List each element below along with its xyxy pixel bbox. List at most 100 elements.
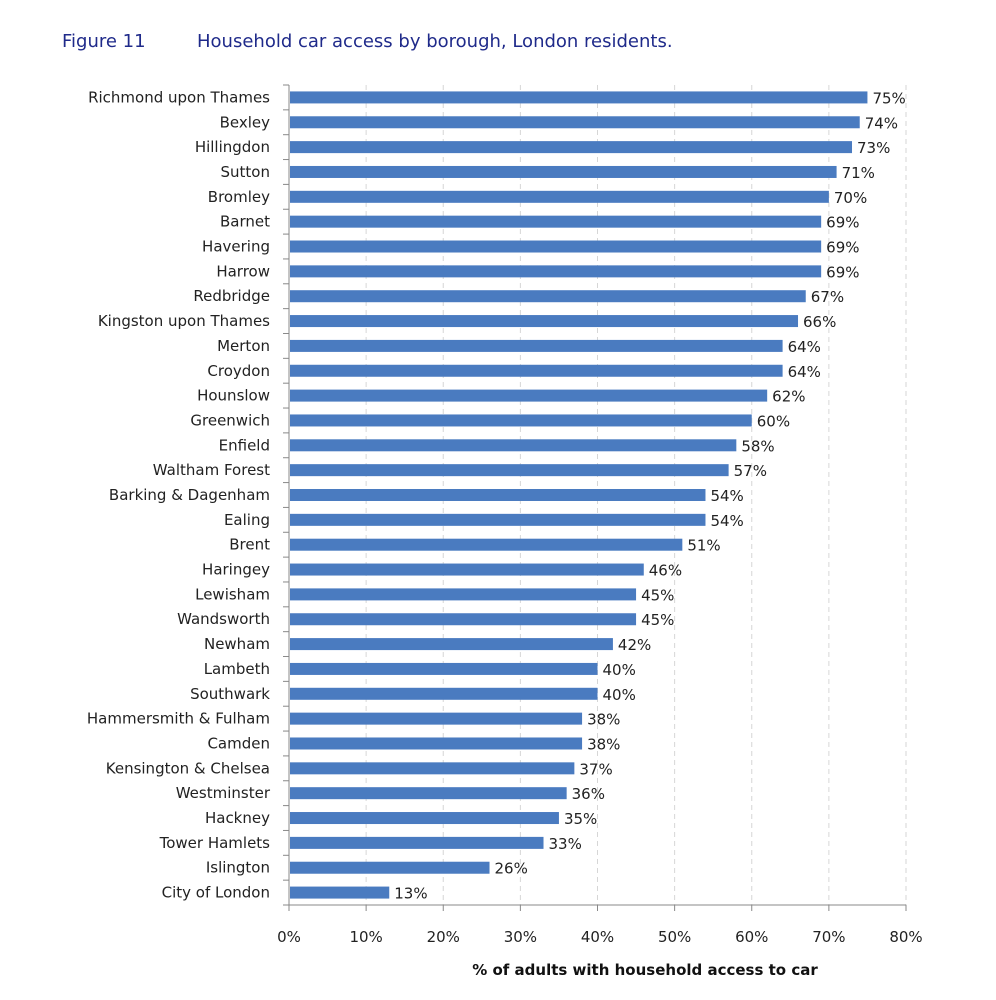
data-label: 33%	[549, 835, 582, 853]
category-label: Hounslow	[197, 387, 270, 405]
category-label: Richmond upon Thames	[88, 88, 270, 106]
x-axis-label: % of adults with household access to car	[472, 961, 818, 979]
data-label: 67%	[811, 288, 844, 306]
category-label: Havering	[202, 238, 270, 256]
category-label: Lewisham	[195, 585, 270, 603]
bar	[290, 787, 567, 800]
bar	[290, 265, 822, 278]
category-label: Kingston upon Thames	[98, 312, 270, 330]
bar	[290, 861, 490, 874]
x-tick-label: 60%	[735, 928, 768, 946]
data-label: 70%	[834, 189, 867, 207]
category-label: Hammersmith & Fulham	[87, 710, 270, 728]
data-label: 46%	[649, 562, 682, 580]
category-label: City of London	[162, 884, 270, 902]
data-label: 69%	[826, 214, 859, 232]
bar	[290, 588, 637, 601]
data-label: 40%	[603, 661, 636, 679]
data-label: 74%	[865, 114, 898, 132]
category-label: Lambeth	[204, 660, 270, 678]
category-label: Westminster	[176, 784, 271, 802]
data-label: 60%	[757, 412, 790, 430]
category-label: Sutton	[221, 163, 270, 181]
bar	[290, 290, 806, 303]
data-label: 35%	[564, 810, 597, 828]
bar	[290, 613, 637, 626]
bar	[290, 737, 583, 750]
bar	[290, 91, 868, 104]
data-label: 38%	[587, 711, 620, 729]
category-label: Tower Hamlets	[159, 834, 271, 852]
category-label: Bexley	[220, 113, 271, 131]
data-label: 45%	[641, 611, 674, 629]
data-label: 71%	[842, 164, 875, 182]
bar	[290, 339, 783, 352]
x-tick-label: 0%	[277, 928, 301, 946]
bar	[290, 489, 706, 501]
data-label: 45%	[641, 586, 674, 604]
bar	[290, 364, 783, 377]
bar	[290, 464, 729, 477]
data-label: 58%	[741, 437, 774, 455]
bar	[290, 240, 822, 253]
category-label: Brent	[229, 536, 270, 554]
data-label: 54%	[710, 512, 743, 530]
x-tick-label: 50%	[658, 928, 691, 946]
data-label: 75%	[872, 89, 905, 107]
bar	[290, 662, 598, 675]
bar	[290, 215, 822, 228]
x-tick-label: 30%	[504, 928, 537, 946]
bar	[290, 638, 613, 651]
category-label: Enfield	[219, 436, 270, 454]
x-tick-label: 80%	[889, 928, 922, 946]
bar	[290, 762, 575, 775]
data-label: 38%	[587, 735, 620, 753]
bar	[290, 190, 829, 203]
bar	[290, 389, 768, 402]
category-label: Barking & Dagenham	[109, 486, 270, 504]
chart-title: Household car access by borough, London …	[197, 31, 673, 52]
data-label: 40%	[603, 686, 636, 704]
bar	[290, 538, 683, 551]
data-label: 37%	[579, 760, 612, 778]
category-label: Wandsworth	[177, 610, 270, 628]
data-label: 42%	[618, 636, 651, 654]
category-label: Harrow	[216, 262, 270, 280]
bar	[290, 836, 544, 849]
bar	[290, 141, 853, 154]
bar	[290, 513, 706, 526]
data-label: 64%	[788, 338, 821, 356]
data-label: 69%	[826, 263, 859, 281]
data-label: 13%	[394, 885, 427, 903]
category-label: Barnet	[220, 213, 270, 231]
bar	[290, 712, 583, 725]
data-label: 73%	[857, 139, 890, 157]
category-label: Bromley	[208, 188, 270, 206]
bar	[290, 439, 737, 452]
bar	[290, 563, 644, 576]
category-label: Camden	[207, 734, 270, 752]
x-tick-label: 70%	[812, 928, 845, 946]
category-label: Croydon	[207, 362, 270, 380]
data-label: 66%	[803, 313, 836, 331]
x-tick-label: 10%	[349, 928, 382, 946]
bar	[290, 165, 837, 178]
figure-label: Figure 11	[62, 31, 146, 52]
x-tick-label: 20%	[427, 928, 460, 946]
bar	[290, 812, 559, 825]
data-label: 62%	[772, 388, 805, 406]
data-label: 57%	[734, 462, 767, 480]
data-label: 51%	[687, 537, 720, 555]
category-label: Southwark	[190, 685, 270, 703]
category-label: Hillingdon	[195, 138, 270, 156]
data-label: 64%	[788, 363, 821, 381]
category-label: Haringey	[202, 561, 270, 579]
data-label: 26%	[495, 860, 528, 878]
category-label: Redbridge	[193, 287, 270, 305]
category-label: Islington	[206, 859, 270, 877]
category-label: Ealing	[224, 511, 270, 529]
bar	[290, 315, 799, 328]
category-label: Greenwich	[190, 411, 270, 429]
data-label: 54%	[710, 487, 743, 505]
